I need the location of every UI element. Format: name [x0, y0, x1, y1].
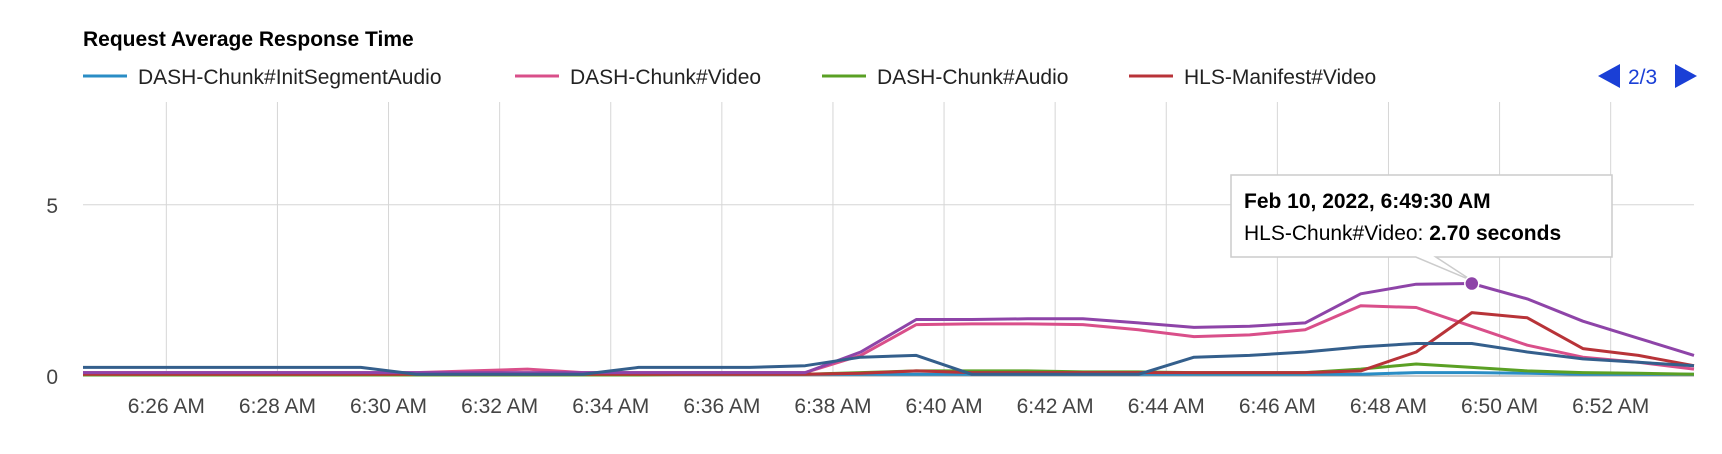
legend-item[interactable]: DASH-Chunk#Video — [515, 66, 761, 89]
x-tick-label: 6:46 AM — [1239, 395, 1316, 418]
x-tick-label: 6:32 AM — [461, 395, 538, 418]
tooltip-series-label: HLS-Chunk#Video: — [1244, 222, 1429, 245]
series-lines — [83, 282, 1695, 377]
series-line-1[interactable] — [83, 304, 1695, 375]
legend-page-indicator: 2/3 — [1628, 66, 1657, 89]
x-tick-label: 6:28 AM — [239, 395, 316, 418]
next-page-icon[interactable] — [1675, 64, 1697, 88]
tooltip-value: 2.70 seconds — [1429, 222, 1561, 245]
x-tick-label: 6:42 AM — [1017, 395, 1094, 418]
legend: DASH-Chunk#InitSegmentAudio DASH-Chunk#Vi… — [83, 66, 1376, 89]
chart-title: Request Average Response Time — [83, 28, 414, 51]
x-tick-label: 6:26 AM — [128, 395, 205, 418]
x-tick-label: 6:50 AM — [1461, 395, 1538, 418]
legend-item[interactable]: DASH-Chunk#InitSegmentAudio — [83, 66, 442, 89]
x-tick-label: 6:44 AM — [1128, 395, 1205, 418]
x-tick-label: 6:34 AM — [572, 395, 649, 418]
legend-label: DASH-Chunk#Video — [570, 66, 761, 89]
x-axis-ticks: 6:26 AM 6:28 AM 6:30 AM 6:32 AM 6:34 AM 6:36 … — [128, 395, 1649, 418]
tooltip-box — [1230, 174, 1613, 282]
x-tick-label: 6:38 AM — [794, 395, 871, 418]
x-tick-label: 6:48 AM — [1350, 395, 1427, 418]
x-tick-label: 6:52 AM — [1572, 395, 1649, 418]
series-line-3[interactable] — [83, 311, 1695, 376]
x-tick-label: 6:36 AM — [683, 395, 760, 418]
y-tick-label: 5 — [46, 195, 58, 218]
y-axis-ticks: 05 — [46, 195, 58, 389]
legend-label: HLS-Manifest#Video — [1184, 66, 1376, 89]
legend-item[interactable]: DASH-Chunk#Audio — [822, 66, 1068, 89]
series-line-4[interactable] — [83, 282, 1695, 375]
legend-pager: 2/3 — [1598, 64, 1697, 89]
legend-item[interactable]: HLS-Manifest#Video — [1129, 66, 1376, 89]
x-tick-label: 6:40 AM — [906, 395, 983, 418]
y-tick-label: 0 — [46, 366, 58, 389]
tooltip: Feb 10, 2022, 6:49:30 AM HLS-Chunk#Video:… — [1230, 174, 1613, 292]
legend-label: DASH-Chunk#InitSegmentAudio — [138, 66, 442, 89]
series-line-5[interactable] — [83, 342, 1695, 376]
x-tick-label: 6:30 AM — [350, 395, 427, 418]
prev-page-icon[interactable] — [1598, 64, 1620, 88]
highlighted-point[interactable] — [1464, 275, 1480, 292]
tooltip-title: Feb 10, 2022, 6:49:30 AM — [1244, 190, 1491, 213]
legend-label: DASH-Chunk#Audio — [877, 66, 1068, 89]
tooltip-body: HLS-Chunk#Video: 2.70 seconds — [1244, 222, 1561, 245]
